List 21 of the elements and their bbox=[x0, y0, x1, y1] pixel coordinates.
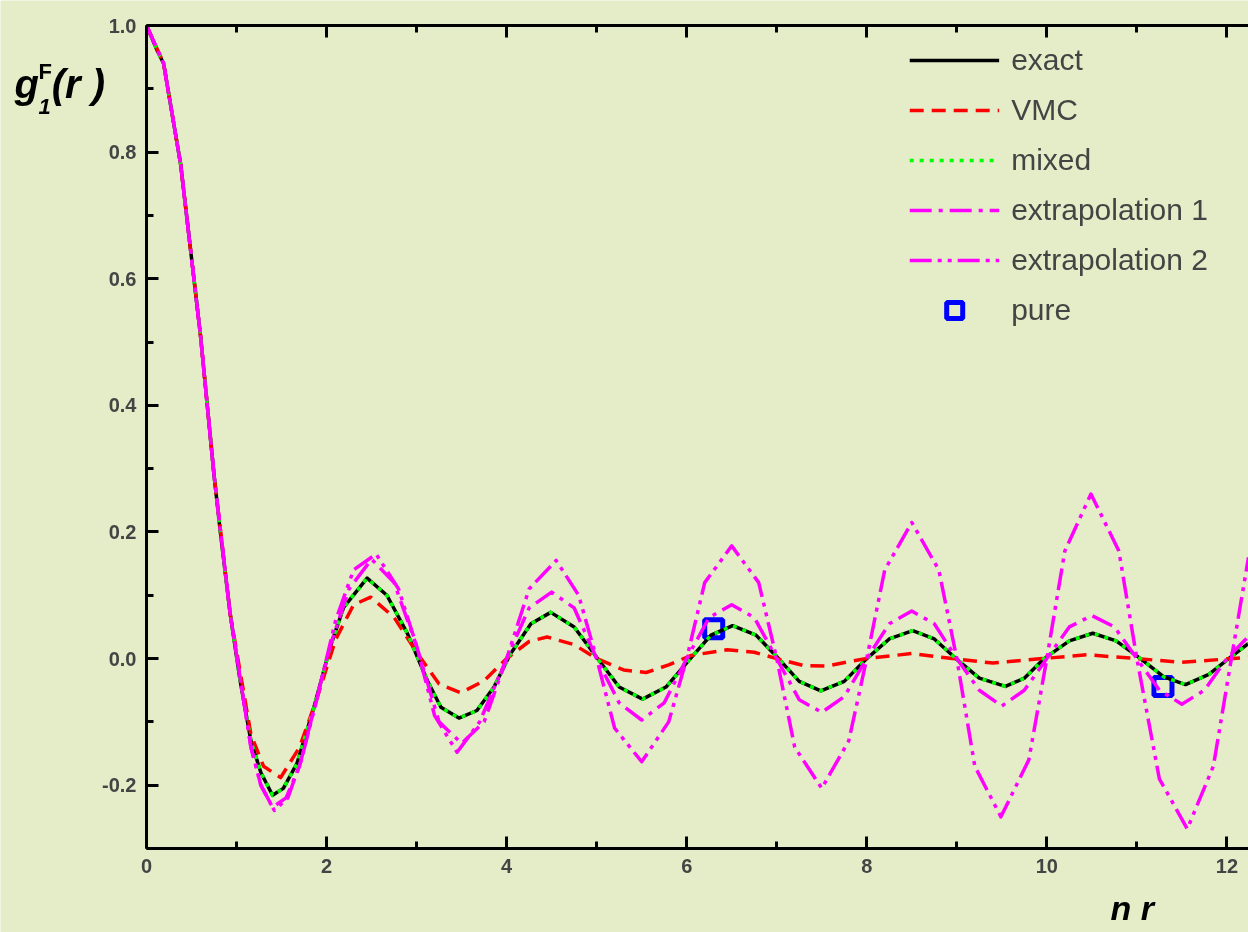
x-tick-label: 8 bbox=[861, 854, 873, 877]
y-tick-label: -0.2 bbox=[102, 774, 137, 797]
y-tick-label: 1.0 bbox=[108, 14, 137, 37]
x-tick-label: 6 bbox=[681, 854, 693, 877]
x-tick-label: 10 bbox=[1035, 854, 1058, 877]
legend-label: VMC bbox=[1011, 93, 1078, 127]
x-axis-title: n r bbox=[1110, 888, 1156, 927]
y-tick-label: 0.2 bbox=[108, 520, 137, 543]
x-tick-label: 0 bbox=[140, 854, 153, 877]
x-tick-label: 2 bbox=[321, 854, 333, 877]
legend-label: exact bbox=[1011, 43, 1083, 77]
x-tick-label: 4 bbox=[501, 854, 514, 877]
y-tick-label: 0.6 bbox=[108, 267, 137, 290]
legend-label: extrapolation 2 bbox=[1011, 243, 1208, 277]
y-tick-label: 0.4 bbox=[108, 394, 138, 417]
legend-label: pure bbox=[1011, 293, 1072, 327]
y-tick-label: 0.0 bbox=[108, 647, 137, 670]
x-tick-label: 12 bbox=[1215, 854, 1239, 877]
legend-label: extrapolation 1 bbox=[1011, 193, 1208, 227]
y-tick-label: 0.8 bbox=[108, 141, 137, 164]
legend-label: mixed bbox=[1011, 143, 1092, 177]
